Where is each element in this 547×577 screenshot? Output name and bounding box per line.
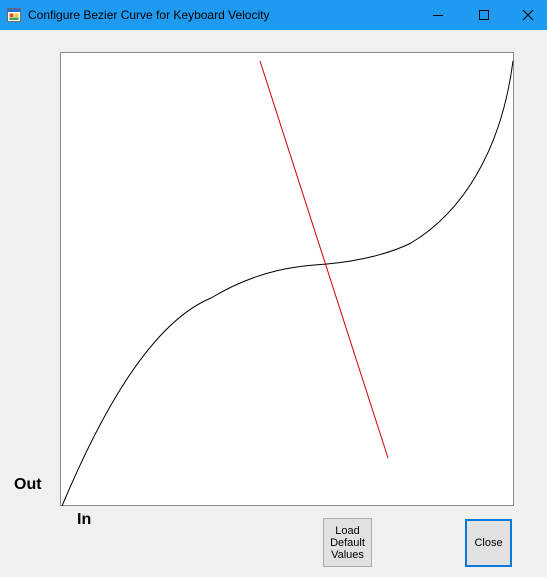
minimize-icon	[433, 15, 443, 16]
minimize-button[interactable]	[415, 0, 461, 30]
bezier-curve-editor[interactable]	[60, 52, 515, 507]
title-bar[interactable]: Configure Bezier Curve for Keyboard Velo…	[0, 0, 547, 30]
close-button-label: Close	[474, 537, 503, 549]
maximize-button[interactable]	[461, 0, 507, 30]
curve-canvas[interactable]	[61, 53, 515, 507]
x-axis-label: In	[77, 511, 92, 528]
close-window-button[interactable]	[505, 0, 547, 30]
app-window-icon	[7, 8, 21, 22]
control-handle-line[interactable]	[259, 60, 389, 459]
close-icon	[522, 9, 534, 21]
load-default-values-button[interactable]: Load Default Values	[323, 518, 372, 567]
velocity-curve	[61, 60, 514, 507]
close-button[interactable]: Close	[465, 519, 512, 567]
y-axis-label: Out	[14, 476, 42, 493]
maximize-icon	[479, 10, 489, 20]
load-default-values-label: Load Default Values	[330, 524, 365, 561]
window-title: Configure Bezier Curve for Keyboard Velo…	[28, 8, 270, 22]
